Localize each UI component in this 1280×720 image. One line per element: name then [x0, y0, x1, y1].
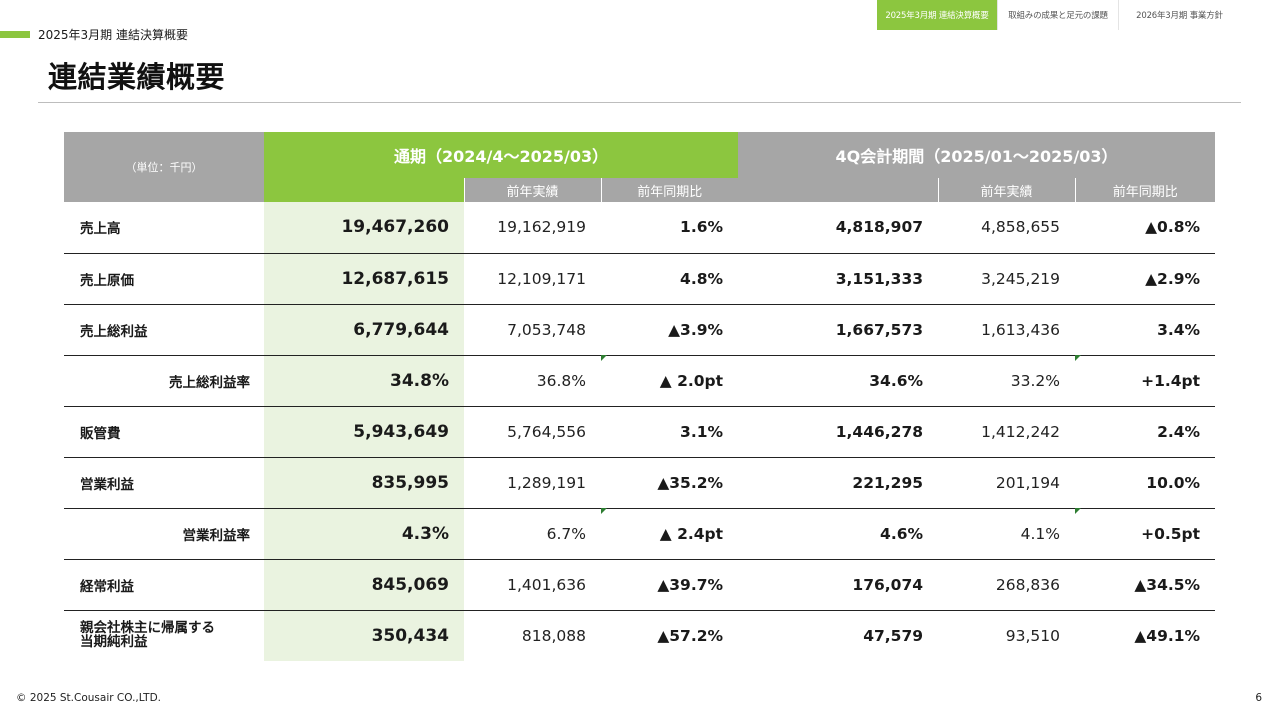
results-table: （単位：千円） 通期（2024/4～2025/03） 4Q会計期間（2025/0… [64, 132, 1216, 661]
full-current: 4.3% [264, 508, 464, 560]
row-label: 親会社株主に帰属する 当期純利益 [64, 610, 264, 661]
full-prev: 7,053,748 [464, 304, 601, 356]
q4-yoy: ▲2.9% [1075, 253, 1216, 305]
full-current: 845,069 [264, 559, 464, 611]
table-row: 売上総利益率 34.8% 36.8% ▲ 2.0pt 34.6% 33.2% +… [64, 354, 1216, 407]
table-row: 経常利益 845,069 1,401,636 ▲39.7% 176,074 26… [64, 559, 1216, 611]
q4-current: 4.6% [738, 508, 939, 560]
header-q4-yoy: 前年同期比 [1074, 178, 1216, 202]
full-yoy: ▲ 2.0pt [601, 354, 739, 407]
full-prev: 1,289,191 [464, 457, 601, 509]
title-divider [38, 102, 1241, 103]
full-yoy: 1.6% [601, 202, 739, 254]
q4-current: 176,074 [738, 559, 939, 611]
cell-comment-marker [601, 354, 607, 361]
full-yoy: ▲57.2% [657, 626, 724, 645]
q4-yoy: 10.0% [1075, 457, 1216, 509]
row-label: 売上原価 [64, 253, 264, 305]
q4-prev: 33.2% [938, 355, 1076, 407]
table-row: 売上総利益 6,779,644 7,053,748 ▲3.9% 1,667,57… [64, 304, 1216, 356]
nav-tab-financial-summary[interactable]: 2025年3月期 連結決算概要 [877, 0, 998, 30]
q4-current: 1,446,278 [738, 406, 939, 458]
cell-comment-marker [601, 507, 607, 514]
q4-current: 47,579 [863, 626, 924, 645]
full-current: 19,467,260 [264, 202, 464, 254]
header-full-yoy: 前年同期比 [600, 178, 739, 202]
full-current: 835,995 [264, 457, 464, 509]
top-nav: 2025年3月期 連結決算概要 取組みの成果と足元の課題 2026年3月期 事業… [877, 0, 1240, 30]
full-yoy: 4.8% [601, 253, 739, 305]
q4-prev: 93,510 [1005, 626, 1061, 645]
full-prev: 1,401,636 [464, 559, 601, 611]
q4-current: 221,295 [738, 457, 939, 509]
row-label-line1: 親会社株主に帰属する [80, 620, 215, 637]
full-prev: 12,109,171 [464, 253, 601, 305]
page-number: 6 [1255, 692, 1262, 704]
table-row: 販管費 5,943,649 5,764,556 3.1% 1,446,278 1… [64, 406, 1216, 458]
page-title: 連結業績概要 [48, 60, 226, 94]
full-current: 5,943,649 [264, 406, 464, 458]
header-q4: 4Q会計期間（2025/01～2025/03） [738, 132, 1216, 178]
q4-yoy: 2.4% [1075, 406, 1216, 458]
q4-prev: 201,194 [938, 457, 1076, 509]
q4-prev: 1,613,436 [938, 304, 1076, 356]
header-q4-prev: 前年実績 [937, 178, 1076, 202]
row-label: 販管費 [64, 406, 264, 458]
q4-yoy: 3.4% [1075, 304, 1216, 356]
header-full-current [264, 178, 464, 202]
full-prev: 36.8% [464, 355, 601, 407]
row-label: 経常利益 [64, 559, 264, 611]
q4-yoy: ▲0.8% [1075, 202, 1216, 254]
unit-label: （単位：千円） [64, 132, 264, 202]
full-current: 34.8% [264, 355, 464, 407]
table-row: 営業利益 835,995 1,289,191 ▲35.2% 221,295 20… [64, 457, 1216, 509]
row-label: 売上総利益率 [64, 355, 264, 407]
header-full-prev: 前年実績 [463, 178, 601, 202]
full-yoy: ▲39.7% [601, 559, 739, 611]
row-label: 営業利益率 [64, 508, 264, 560]
q4-prev: 3,245,219 [938, 253, 1076, 305]
nav-tab-achievements[interactable]: 取組みの成果と足元の課題 [998, 0, 1119, 30]
section-label: 2025年3月期 連結決算概要 [38, 28, 188, 42]
full-prev: 818,088 [521, 626, 586, 645]
row-label: 売上総利益 [64, 304, 264, 356]
full-yoy: ▲3.9% [601, 304, 739, 356]
full-prev: 6.7% [464, 508, 601, 560]
q4-yoy: ▲34.5% [1075, 559, 1216, 611]
full-yoy: ▲35.2% [601, 457, 739, 509]
q4-current: 4,818,907 [738, 202, 939, 254]
row-label: 売上高 [64, 202, 264, 254]
table-row: 売上高 19,467,260 19,162,919 1.6% 4,818,907… [64, 202, 1216, 254]
q4-yoy: ▲49.1% [1134, 626, 1201, 645]
header-q4-current [738, 178, 939, 202]
q4-current: 3,151,333 [738, 253, 939, 305]
table-row: 売上原価 12,687,615 12,109,171 4.8% 3,151,33… [64, 253, 1216, 305]
q4-current: 34.6% [738, 355, 939, 407]
full-yoy: 3.1% [601, 406, 739, 458]
q4-prev: 4.1% [938, 508, 1076, 560]
q4-yoy: +0.5pt [1075, 507, 1216, 560]
full-current: 350,434 [264, 610, 464, 661]
cell-comment-marker [1075, 507, 1082, 514]
full-current: 6,779,644 [264, 304, 464, 356]
q4-prev: 1,412,242 [938, 406, 1076, 458]
full-prev: 5,764,556 [464, 406, 601, 458]
nav-tab-business-policy[interactable]: 2026年3月期 事業方針 [1136, 11, 1223, 21]
table-row: 営業利益率 4.3% 6.7% ▲ 2.4pt 4.6% 4.1% +0.5pt [64, 507, 1216, 560]
table-row: 親会社株主に帰属する 当期純利益 350,434 818,088 ▲57.2% 4… [64, 610, 1215, 661]
copyright: © 2025 St.Cousair CO.,LTD. [16, 692, 161, 704]
section-accent-bar [0, 31, 30, 38]
row-label-line2: 当期純利益 [80, 634, 148, 651]
q4-prev: 4,858,655 [938, 202, 1076, 254]
full-yoy: ▲ 2.4pt [601, 507, 739, 560]
q4-yoy: +1.4pt [1075, 354, 1216, 407]
row-label: 営業利益 [64, 457, 264, 509]
header-full-year: 通期（2024/4～2025/03） [264, 132, 739, 178]
q4-prev: 268,836 [938, 559, 1076, 611]
full-current: 12,687,615 [264, 253, 464, 305]
full-prev: 19,162,919 [464, 202, 601, 254]
cell-comment-marker [1075, 354, 1082, 361]
q4-current: 1,667,573 [738, 304, 939, 356]
